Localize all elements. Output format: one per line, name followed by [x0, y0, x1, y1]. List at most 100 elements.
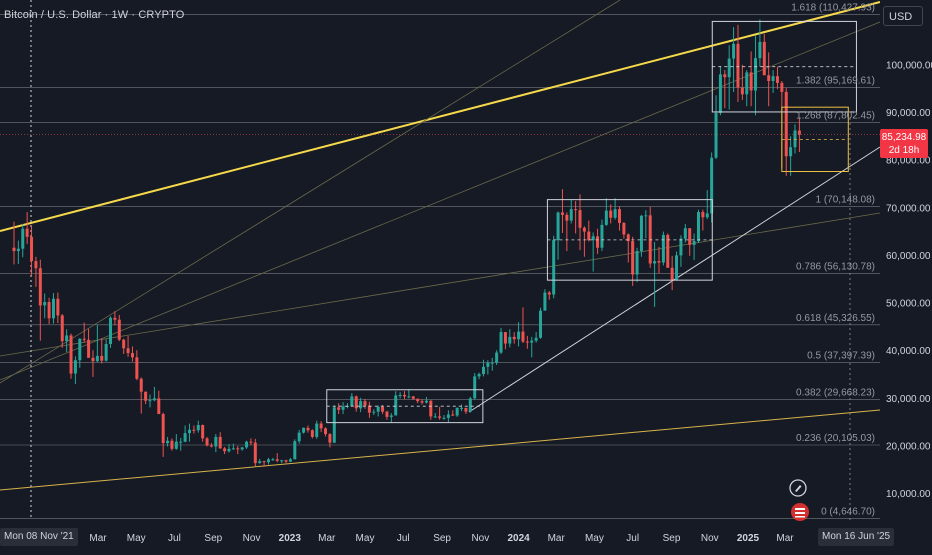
candle-body	[227, 448, 231, 452]
x-tick-label: Mar	[318, 533, 336, 544]
candle-body	[367, 405, 371, 413]
candle-body	[69, 335, 73, 374]
candle-body	[231, 448, 235, 450]
candle-body	[582, 227, 586, 232]
flag-icon[interactable]	[790, 502, 810, 522]
candle-body	[275, 459, 279, 461]
candle-body	[51, 298, 55, 319]
candle-body	[758, 41, 762, 59]
candle-body	[328, 434, 332, 443]
candle-body	[771, 76, 775, 81]
fib-level-label: 0.236 (20,105.03)	[796, 433, 875, 444]
candle-body	[587, 231, 591, 241]
candle-body	[337, 407, 341, 410]
candle-body	[596, 236, 600, 248]
candle-body	[525, 341, 529, 343]
x-tick-label: Nov	[471, 533, 489, 544]
candle-body	[166, 440, 170, 444]
candle-body	[152, 398, 156, 401]
candle-body	[784, 91, 788, 157]
candle-body	[530, 340, 534, 343]
candle-body	[732, 43, 736, 59]
candle-body	[350, 396, 354, 406]
candle-body	[508, 336, 512, 344]
candle-body	[618, 209, 622, 223]
candle-body	[236, 448, 240, 450]
candle-body	[82, 338, 86, 340]
candle-body	[60, 315, 64, 342]
candle-body	[539, 310, 543, 338]
lower-trendline	[0, 409, 881, 491]
candle-body	[341, 406, 345, 410]
candle-body	[565, 214, 569, 221]
fib-level-label: 0.382 (29,668.23)	[796, 387, 875, 398]
candle-body	[740, 87, 744, 95]
candle-body	[130, 353, 134, 358]
rocket-icon[interactable]	[789, 479, 807, 497]
candle-body	[727, 58, 731, 78]
candle-body	[578, 210, 582, 228]
candle-body	[157, 398, 161, 415]
candle-body	[209, 445, 213, 447]
candle-body	[749, 72, 753, 91]
currency-button[interactable]: USD	[883, 6, 923, 26]
candle-body	[499, 332, 503, 353]
candle-body	[657, 261, 661, 263]
crosshair-date-right: Mon 16 Jun '25	[818, 528, 895, 546]
candle-body	[126, 348, 130, 354]
candle-body	[117, 319, 121, 340]
candle-body	[306, 427, 310, 431]
candle-body	[666, 234, 670, 268]
candle-body	[438, 416, 442, 418]
candle-body	[205, 438, 209, 446]
candle-body	[420, 401, 424, 403]
candle-body	[363, 401, 367, 406]
y-tick-label: 40,000.00	[886, 346, 931, 357]
candle-body	[122, 339, 126, 349]
candle-body	[47, 302, 51, 319]
candle-body	[113, 317, 117, 320]
candle-body	[381, 406, 385, 412]
candle-body	[192, 429, 196, 431]
candle-body	[797, 130, 801, 135]
x-tick-label: Mar	[776, 533, 794, 544]
candle-body	[574, 209, 578, 211]
candle-body	[310, 430, 314, 437]
y-tick-label: 80,000.00	[886, 156, 931, 167]
candle-body	[767, 75, 771, 81]
candle-body	[468, 398, 472, 412]
candle-body	[416, 398, 420, 402]
candle-body	[34, 261, 38, 269]
candle-body	[280, 460, 284, 462]
candle-body	[512, 336, 516, 340]
candle-body	[534, 337, 538, 341]
candle-body	[543, 292, 547, 311]
x-tick-label: May	[127, 533, 146, 544]
x-tick-label: Sep	[433, 533, 451, 544]
candle-body	[451, 414, 455, 416]
y-tick-label: 20,000.00	[886, 442, 931, 453]
candle-body	[692, 241, 696, 245]
candle-body	[354, 396, 358, 409]
x-tick-label: Sep	[663, 533, 681, 544]
candle-body	[109, 317, 113, 345]
candle-body	[302, 427, 306, 433]
candle-body	[95, 355, 99, 362]
candle-body	[240, 447, 244, 450]
candle-body	[196, 425, 200, 431]
candle-body	[389, 415, 393, 417]
candle-body	[161, 414, 165, 444]
x-tick-label: Jul	[626, 533, 639, 544]
candle-body	[78, 338, 82, 361]
candle-body	[789, 147, 793, 157]
candle-body	[718, 74, 722, 113]
candle-body	[218, 436, 222, 449]
candle-body	[503, 332, 507, 344]
candle-body	[21, 228, 25, 249]
candle-body	[560, 212, 564, 215]
candle-body	[486, 362, 490, 367]
x-tick-label: Jul	[168, 533, 181, 544]
candle-body	[517, 331, 521, 340]
